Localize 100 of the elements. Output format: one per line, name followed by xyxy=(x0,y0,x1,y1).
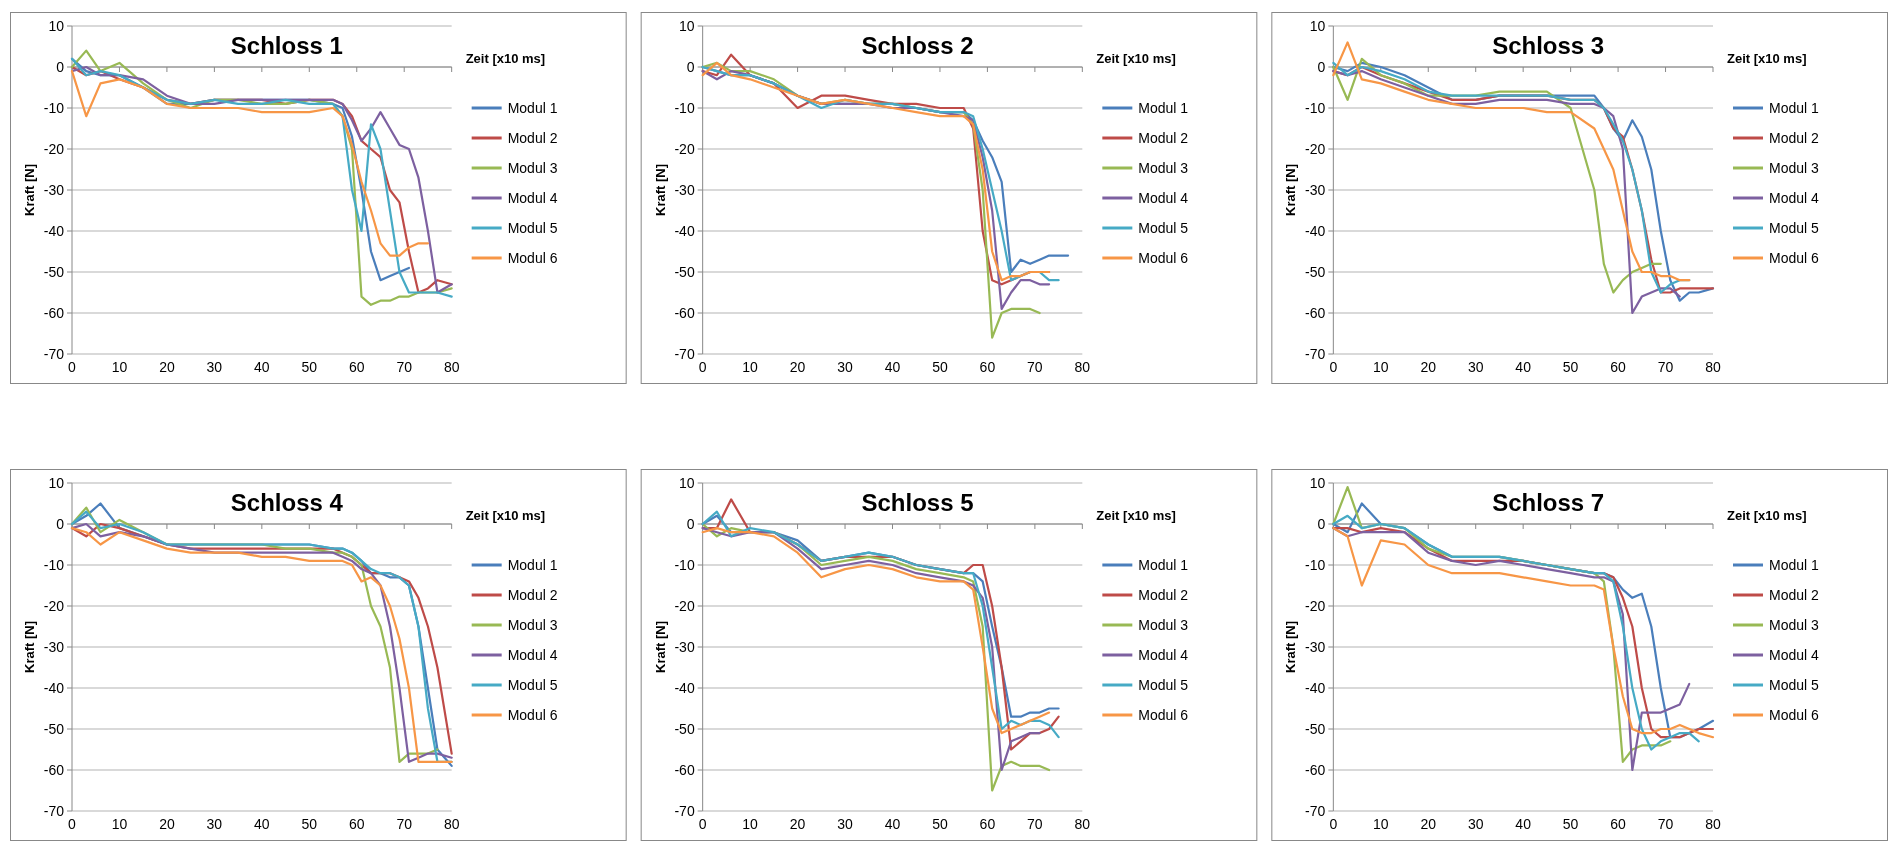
y-tick-label: -10 xyxy=(43,556,65,573)
legend-label: Modul 2 xyxy=(507,586,558,603)
legend-label: Modul 6 xyxy=(1769,706,1820,723)
y-tick-label: -70 xyxy=(43,802,65,819)
legend-label: Modul 3 xyxy=(1138,616,1189,633)
x-tick-label: 70 xyxy=(1657,816,1674,832)
x-tick-label: 20 xyxy=(1420,359,1437,375)
chart-title: Schloss 1 xyxy=(230,32,343,59)
x-tick-label: 50 xyxy=(1562,816,1579,832)
legend-label: Modul 5 xyxy=(1138,219,1189,236)
y-tick-label: -60 xyxy=(674,304,695,321)
x-tick-label: 30 xyxy=(206,359,223,375)
x-axis-title: Zeit [x10 ms] xyxy=(1096,508,1176,523)
y-axis-title: Kraft [N] xyxy=(22,621,37,673)
x-tick-label: 40 xyxy=(1515,816,1532,832)
y-tick-label: 10 xyxy=(48,17,65,34)
y-tick-label: -10 xyxy=(1305,99,1326,116)
x-tick-label: 70 xyxy=(396,359,413,375)
x-tick-label: 20 xyxy=(789,816,806,832)
legend-label: Modul 5 xyxy=(1138,676,1189,693)
y-tick-label: -50 xyxy=(43,720,65,737)
legend-label: Modul 5 xyxy=(1769,676,1820,693)
legend-label: Modul 4 xyxy=(1769,646,1820,663)
y-tick-label: -20 xyxy=(674,140,695,157)
x-tick-label: 60 xyxy=(348,359,365,375)
y-tick-label: -50 xyxy=(1305,263,1326,280)
x-tick-label: 40 xyxy=(1515,359,1532,375)
legend-label: Modul 4 xyxy=(507,189,558,206)
y-tick-label: -20 xyxy=(1305,140,1326,157)
x-tick-label: 60 xyxy=(979,359,996,375)
y-tick-label: 0 xyxy=(1317,58,1326,75)
legend-label: Modul 2 xyxy=(1138,129,1189,146)
x-tick-label: 50 xyxy=(932,816,948,832)
x-tick-label: 60 xyxy=(1610,359,1627,375)
y-tick-label: 0 xyxy=(56,58,65,75)
y-tick-label: 10 xyxy=(679,17,695,34)
x-tick-label: 0 xyxy=(698,816,707,832)
legend-label: Modul 3 xyxy=(507,159,558,176)
y-tick-label: -30 xyxy=(1305,638,1326,655)
x-tick-label: 10 xyxy=(111,816,128,832)
x-tick-label: 10 xyxy=(742,816,759,832)
x-tick-label: 20 xyxy=(159,359,175,375)
x-tick-label: 70 xyxy=(1027,359,1043,375)
legend-label: Modul 2 xyxy=(1138,586,1189,603)
chart-title: Schloss 4 xyxy=(230,489,344,516)
x-tick-label: 50 xyxy=(301,816,318,832)
y-tick-label: -60 xyxy=(1305,304,1326,321)
x-tick-label: 30 xyxy=(837,359,854,375)
x-tick-label: 80 xyxy=(1074,816,1091,832)
x-tick-label: 0 xyxy=(698,359,707,375)
y-tick-label: -30 xyxy=(1305,181,1326,198)
y-tick-label: 10 xyxy=(48,474,65,491)
x-tick-label: 70 xyxy=(1027,816,1043,832)
x-tick-label: 50 xyxy=(1562,359,1579,375)
legend-label: Modul 1 xyxy=(1769,556,1820,573)
x-axis-title: Zeit [x10 ms] xyxy=(1096,51,1176,66)
x-tick-label: 80 xyxy=(443,816,460,832)
legend-label: Modul 6 xyxy=(1769,249,1820,266)
legend-label: Modul 2 xyxy=(1769,129,1820,146)
legend-label: Modul 6 xyxy=(1138,249,1189,266)
y-tick-label: 10 xyxy=(679,474,695,491)
legend-label: Modul 1 xyxy=(507,556,558,573)
chart-title: Schloss 2 xyxy=(861,32,974,59)
y-tick-label: -10 xyxy=(674,99,695,116)
y-tick-label: -60 xyxy=(43,304,65,321)
legend-label: Modul 6 xyxy=(1138,706,1189,723)
x-tick-label: 0 xyxy=(1329,816,1338,832)
y-tick-label: -10 xyxy=(674,556,695,573)
x-tick-label: 30 xyxy=(206,816,223,832)
x-tick-label: 10 xyxy=(742,359,759,375)
x-tick-label: 60 xyxy=(348,816,365,832)
x-tick-label: 30 xyxy=(1467,359,1484,375)
legend-label: Modul 3 xyxy=(1769,616,1820,633)
y-tick-label: 0 xyxy=(686,515,695,532)
y-tick-label: -60 xyxy=(1305,761,1326,778)
legend-label: Modul 1 xyxy=(1138,556,1189,573)
x-tick-label: 80 xyxy=(443,359,460,375)
y-tick-label: -70 xyxy=(1305,802,1326,819)
y-tick-label: -40 xyxy=(674,222,695,239)
legend-label: Modul 4 xyxy=(507,646,558,663)
x-tick-label: 20 xyxy=(159,816,175,832)
legend-label: Modul 2 xyxy=(1769,586,1820,603)
legend-label: Modul 4 xyxy=(1138,189,1189,206)
x-tick-label: 30 xyxy=(837,816,854,832)
x-axis-title: Zeit [x10 ms] xyxy=(465,508,546,523)
legend-label: Modul 1 xyxy=(507,99,558,116)
legend-label: Modul 2 xyxy=(507,129,558,146)
y-tick-label: -50 xyxy=(674,720,695,737)
y-tick-label: 0 xyxy=(686,58,695,75)
legend-label: Modul 5 xyxy=(1769,219,1820,236)
y-axis-title: Kraft [N] xyxy=(652,164,668,216)
y-tick-label: 0 xyxy=(1317,515,1326,532)
y-tick-label: -30 xyxy=(43,181,65,198)
y-tick-label: -70 xyxy=(674,802,695,819)
x-tick-label: 0 xyxy=(68,359,77,375)
y-tick-label: -20 xyxy=(674,597,695,614)
x-tick-label: 10 xyxy=(111,359,128,375)
legend-label: Modul 4 xyxy=(1769,189,1820,206)
x-tick-label: 80 xyxy=(1705,359,1721,375)
y-tick-label: -40 xyxy=(674,679,695,696)
